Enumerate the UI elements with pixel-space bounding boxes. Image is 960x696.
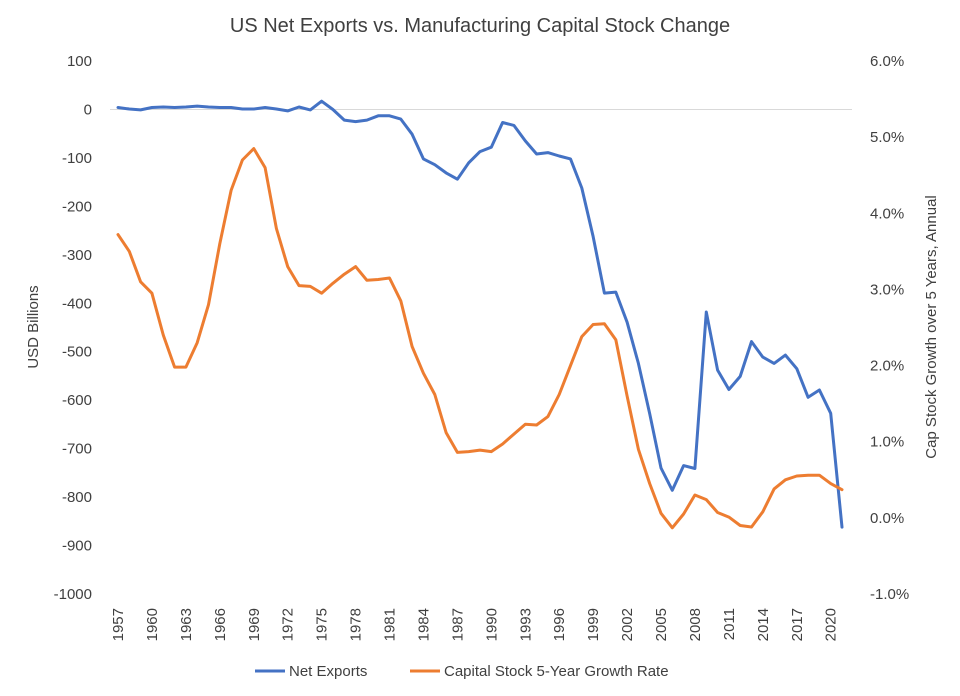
chart-title: US Net Exports vs. Manufacturing Capital… — [230, 15, 730, 37]
x-tick-label: 2020 — [823, 608, 840, 641]
series-line-capital-stock — [116, 147, 844, 530]
right-tick-label: 4.0% — [870, 205, 904, 222]
left-tick-label: -1000 — [54, 586, 92, 603]
x-tick-label: 1963 — [178, 608, 195, 641]
left-tick-label: -500 — [62, 344, 92, 361]
right-tick-label: 2.0% — [870, 358, 904, 375]
x-tick-label: 2002 — [619, 608, 636, 641]
legend-label-capital-stock: Capital Stock 5-Year Growth Rate — [444, 663, 669, 680]
x-tick-label: 1984 — [415, 608, 432, 641]
left-tick-label: -900 — [62, 538, 92, 555]
x-tick-label: 2011 — [721, 608, 738, 640]
left-tick-label: 0 — [84, 101, 92, 118]
x-tick-label: 1975 — [314, 608, 331, 641]
left-tick-label: 100 — [67, 53, 92, 70]
legend: Net Exports Capital Stock 5-Year Growth … — [255, 663, 669, 680]
left-tick-label: -800 — [62, 489, 92, 506]
x-tick-label: 2017 — [789, 608, 806, 641]
right-axis-ticks: 6.0% 5.0% 4.0% 3.0% 2.0% 1.0% 0.0% -1.0% — [870, 53, 909, 603]
right-tick-label: 1.0% — [870, 434, 904, 451]
x-tick-label: 1957 — [110, 608, 127, 641]
left-tick-label: -700 — [62, 441, 92, 458]
left-tick-label: -300 — [62, 247, 92, 264]
series-layer — [116, 99, 844, 530]
x-tick-label: 1996 — [551, 608, 568, 641]
left-tick-label: -200 — [62, 198, 92, 215]
left-axis-ticks: 100 0 -100 -200 -300 -400 -500 -600 -700 -800 -900… — [54, 53, 92, 603]
x-tick-label: 1999 — [585, 608, 602, 641]
x-tick-label: 2005 — [653, 608, 670, 641]
right-tick-label: 6.0% — [870, 53, 904, 70]
x-tick-label: 1972 — [280, 608, 297, 641]
x-tick-label: 1993 — [517, 608, 534, 641]
right-tick-label: 0.0% — [870, 510, 904, 527]
series-line-net-exports — [116, 99, 844, 529]
x-tick-label: 1990 — [483, 608, 500, 641]
left-tick-label: -600 — [62, 392, 92, 409]
x-tick-label: 2008 — [687, 608, 704, 641]
left-tick-label: -100 — [62, 150, 92, 167]
x-axis-ticks: 1957 1960 1963 1966 1969 1972 1975 1978 1981 1984… — [110, 608, 840, 641]
x-tick-label: 1966 — [212, 608, 229, 641]
right-tick-label: -1.0% — [870, 586, 909, 603]
right-tick-label: 5.0% — [870, 129, 904, 146]
y-axis-label-left: USD Billions — [25, 285, 42, 368]
legend-label-net-exports: Net Exports — [289, 663, 367, 680]
x-tick-label: 1978 — [348, 608, 365, 641]
x-tick-label: 2014 — [755, 608, 772, 641]
x-tick-label: 1960 — [144, 608, 161, 641]
left-tick-label: -400 — [62, 295, 92, 312]
x-tick-label: 1969 — [246, 608, 263, 641]
x-tick-label: 1987 — [449, 608, 466, 641]
y-axis-label-right: Cap Stock Growth over 5 Years, Annual — [923, 195, 940, 459]
right-tick-label: 3.0% — [870, 281, 904, 298]
x-tick-label: 1981 — [382, 608, 399, 641]
